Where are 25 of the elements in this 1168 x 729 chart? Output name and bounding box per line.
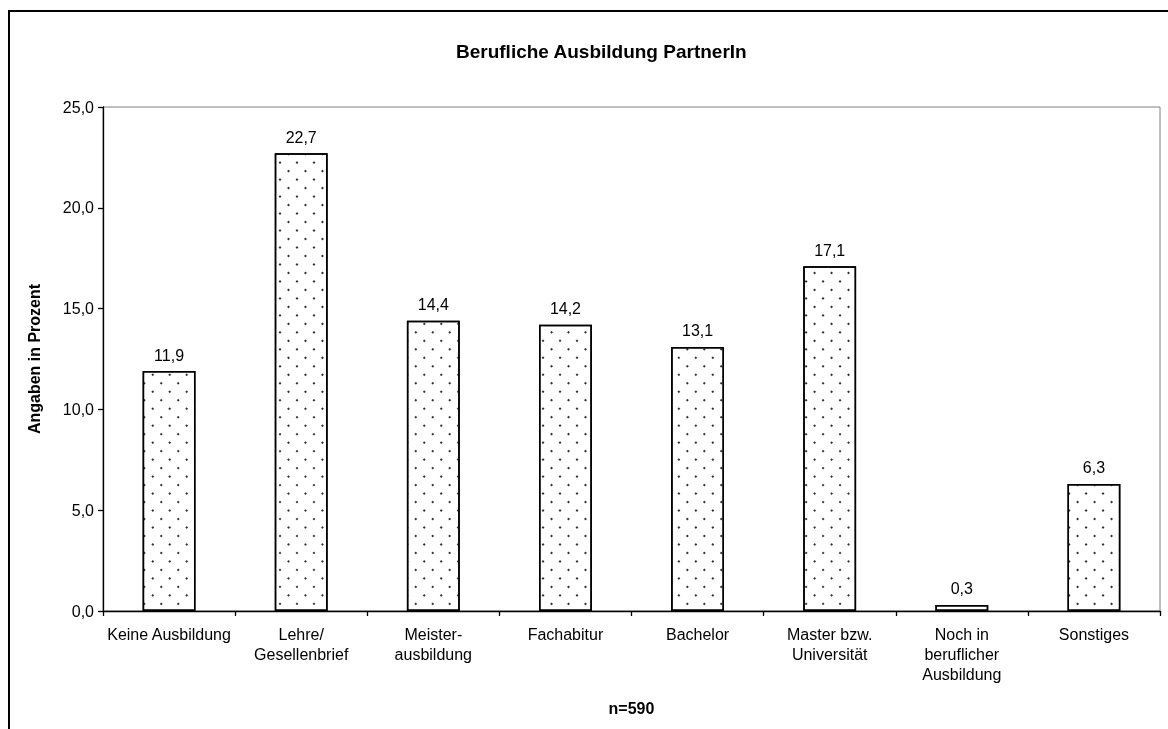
x-tick-label: Lehre/ Gesellenbrief xyxy=(254,625,349,663)
data-label: 6,3 xyxy=(1082,459,1106,477)
y-axis-title: Angaben in Prozent xyxy=(25,283,43,435)
y-tick-label: 20,0 xyxy=(62,199,95,217)
x-tick-label: Noch in beruflicher Ausbildung xyxy=(922,625,1002,683)
y-tick-label: 0,0 xyxy=(71,602,95,620)
x-tick-label: Master bzw. Universität xyxy=(787,625,873,663)
data-label: 14,2 xyxy=(549,300,582,318)
y-tick-label: 25,0 xyxy=(62,98,95,116)
data-label: 22,7 xyxy=(285,128,317,146)
data-label: 17,1 xyxy=(814,241,846,259)
data-label: 11,9 xyxy=(154,346,185,364)
x-axis-title: n=590 xyxy=(608,699,655,717)
x-tick-label: Fachabitur xyxy=(527,625,604,643)
y-tick-label: 10,0 xyxy=(62,400,95,418)
y-tick-label: 5,0 xyxy=(71,501,95,519)
chart-title: Berufliche Ausbildung PartnerIn xyxy=(456,41,747,62)
data-label: 14,4 xyxy=(417,296,449,314)
x-tick-label: Keine Ausbildung xyxy=(107,625,231,643)
x-tick-label: Sonstiges xyxy=(1058,625,1130,643)
y-tick-label: 15,0 xyxy=(62,300,95,318)
x-tick-label: Meister- ausbildung xyxy=(394,625,473,663)
data-label: 13,1 xyxy=(681,322,714,340)
x-tick-label: Bachelor xyxy=(665,625,730,643)
data-label: 0,3 xyxy=(950,580,974,598)
